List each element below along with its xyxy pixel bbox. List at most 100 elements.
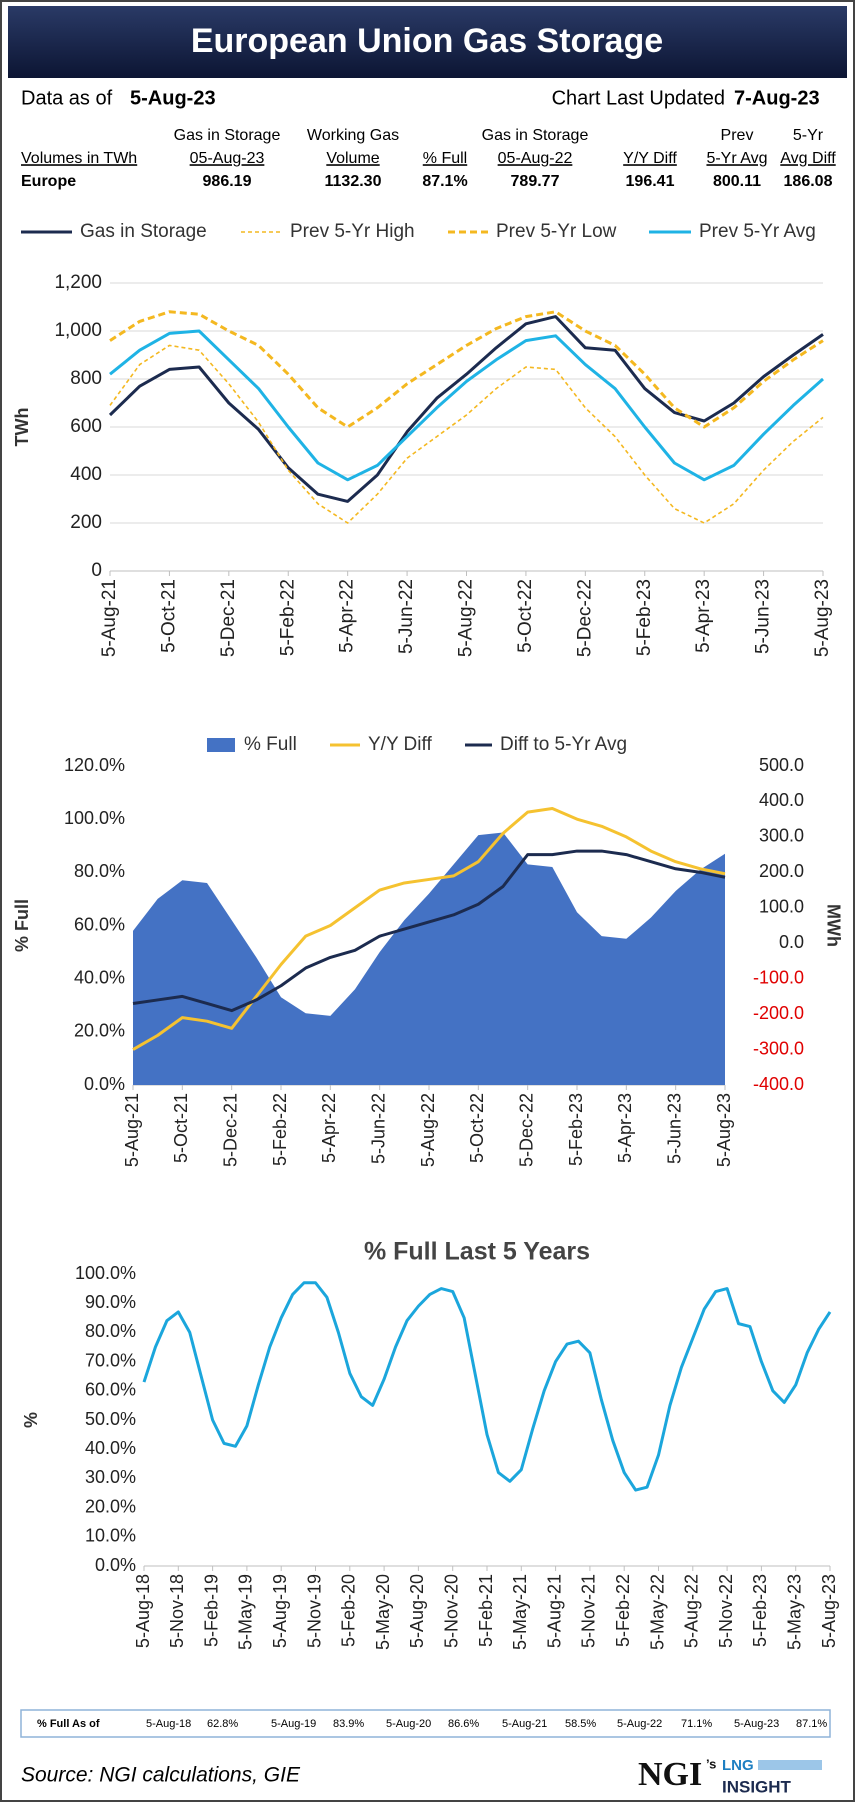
x-tick-label: 5-Aug-18 [133, 1574, 153, 1648]
y-tick-label: 20.0% [85, 1496, 136, 1516]
y-tick-label: 120.0% [64, 755, 125, 775]
table-header: 5-Yr [793, 127, 824, 144]
y-tick-label: 40.0% [85, 1438, 136, 1458]
y-tick-label: 600 [70, 416, 102, 437]
x-tick-label: 5-Apr-23 [693, 579, 714, 653]
legend-label: Prev 5-Yr Avg [699, 221, 816, 242]
x-tick-label: 5-Aug-23 [714, 1093, 734, 1167]
y-tick-label: 1,200 [54, 272, 102, 293]
strip-value: 71.1% [681, 1718, 712, 1730]
x-tick-label: 5-Aug-21 [99, 579, 120, 657]
table-cell: 196.41 [626, 173, 675, 190]
updated-date: 7-Aug-23 [734, 87, 820, 109]
table-header: Avg Diff [780, 150, 836, 167]
page-title: European Union Gas Storage [191, 22, 663, 60]
x-tick-label: 5-Feb-23 [750, 1574, 770, 1647]
x-tick-label: 5-Feb-20 [339, 1574, 359, 1647]
x-tick-label: 5-Aug-19 [270, 1574, 290, 1648]
x-tick-label: 5-May-22 [647, 1574, 667, 1650]
y2-tick-label: 400.0 [759, 790, 804, 810]
strip-date: 5-Aug-21 [502, 1718, 547, 1730]
y-axis-label: % [21, 1412, 41, 1428]
line [109, 329, 824, 482]
y2-tick-label: -400.0 [753, 1074, 804, 1094]
y2-tick-label: -300.0 [753, 1038, 804, 1058]
y-tick-label: 80.0% [85, 1321, 136, 1341]
line [109, 310, 824, 429]
table-header: Prev [721, 127, 754, 144]
y-tick-label: 50.0% [85, 1409, 136, 1429]
y2-tick-label: -200.0 [753, 1003, 804, 1023]
table-header: 05-Aug-22 [498, 150, 573, 167]
table-cell: Europe [21, 173, 76, 190]
y-tick-label: 1,000 [54, 320, 102, 341]
x-tick-label: 5-Nov-22 [716, 1574, 736, 1648]
x-tick-label: 5-Apr-22 [337, 579, 358, 653]
x-tick-label: 5-Aug-22 [456, 579, 477, 657]
y-tick-label: 0.0% [84, 1074, 125, 1094]
strip-date: 5-Aug-19 [271, 1718, 316, 1730]
legend-label: Diff to 5-Yr Avg [500, 734, 627, 755]
title-bar [8, 6, 847, 78]
table-header: 05-Aug-23 [190, 150, 265, 167]
table-header: Volumes in TWh [21, 150, 137, 167]
data-as-of-label: Data as of [21, 87, 113, 109]
logo-subtitle: INSIGHT [722, 1777, 792, 1796]
strip-value: 62.8% [207, 1718, 238, 1730]
area [133, 832, 725, 1085]
x-tick-label: 5-Aug-20 [407, 1574, 427, 1648]
strip-value: 86.6% [448, 1718, 479, 1730]
y-axis-label: % Full [12, 899, 32, 952]
x-tick-label: 5-Feb-21 [476, 1574, 496, 1647]
strip-label: % Full As of [37, 1718, 100, 1730]
x-tick-label: 5-Jun-22 [368, 1093, 388, 1164]
y-tick-label: 60.0% [74, 914, 125, 934]
y2-tick-label: 300.0 [759, 826, 804, 846]
x-tick-label: 5-Feb-23 [634, 579, 655, 656]
y2-tick-label: 100.0 [759, 897, 804, 917]
x-tick-label: 5-May-19 [236, 1574, 256, 1650]
x-tick-label: 5-Apr-23 [615, 1093, 635, 1163]
legend-swatch [207, 738, 235, 752]
strip-value: 58.5% [565, 1718, 596, 1730]
x-tick-label: 5-Aug-22 [682, 1574, 702, 1648]
table-header: Y/Y Diff [623, 150, 677, 167]
x-tick-label: 5-Feb-22 [613, 1574, 633, 1647]
x-tick-label: 5-Apr-22 [319, 1093, 339, 1163]
x-tick-label: 5-Oct-22 [515, 579, 536, 653]
y-tick-label: 800 [70, 368, 102, 389]
y-tick-label: 70.0% [85, 1350, 136, 1370]
y-tick-label: 200 [70, 512, 102, 533]
y2-tick-label: -100.0 [753, 967, 804, 987]
table-header: Gas in Storage [482, 127, 589, 144]
y-tick-label: 90.0% [85, 1292, 136, 1312]
x-tick-label: 5-Nov-19 [304, 1574, 324, 1648]
x-tick-label: 5-Oct-21 [158, 579, 179, 653]
y-tick-label: 0.0% [95, 1555, 136, 1575]
x-tick-label: 5-May-20 [373, 1574, 393, 1650]
table-header: % Full [423, 150, 467, 167]
x-tick-label: 5-Nov-20 [441, 1574, 461, 1648]
table-cell: 1132.30 [325, 173, 382, 190]
y2-axis-label: MWh [823, 904, 843, 947]
x-tick-label: 5-Dec-21 [218, 579, 239, 657]
x-tick-label: 5-Jun-22 [396, 579, 417, 654]
legend-label: Prev 5-Yr High [290, 221, 415, 242]
table-header: Volume [326, 150, 379, 167]
logo-brand: NGI [638, 1756, 702, 1793]
legend-label: Gas in Storage [80, 221, 207, 242]
source: Source: NGI calculations, GIE [21, 1764, 301, 1787]
x-tick-label: 5-Jun-23 [664, 1093, 684, 1164]
line [132, 849, 726, 1013]
full-as-of-strip [20, 1709, 831, 1738]
x-tick-label: 5-May-21 [510, 1574, 530, 1650]
strip-value: 83.9% [333, 1718, 364, 1730]
x-tick-label: 5-Aug-21 [122, 1093, 142, 1167]
x-tick-label: 5-May-23 [784, 1574, 804, 1650]
y-tick-label: 30.0% [85, 1467, 136, 1487]
data-as-of: 5-Aug-23 [130, 87, 216, 109]
table-header: Gas in Storage [174, 127, 281, 144]
x-tick-label: 5-Feb-22 [277, 579, 298, 656]
